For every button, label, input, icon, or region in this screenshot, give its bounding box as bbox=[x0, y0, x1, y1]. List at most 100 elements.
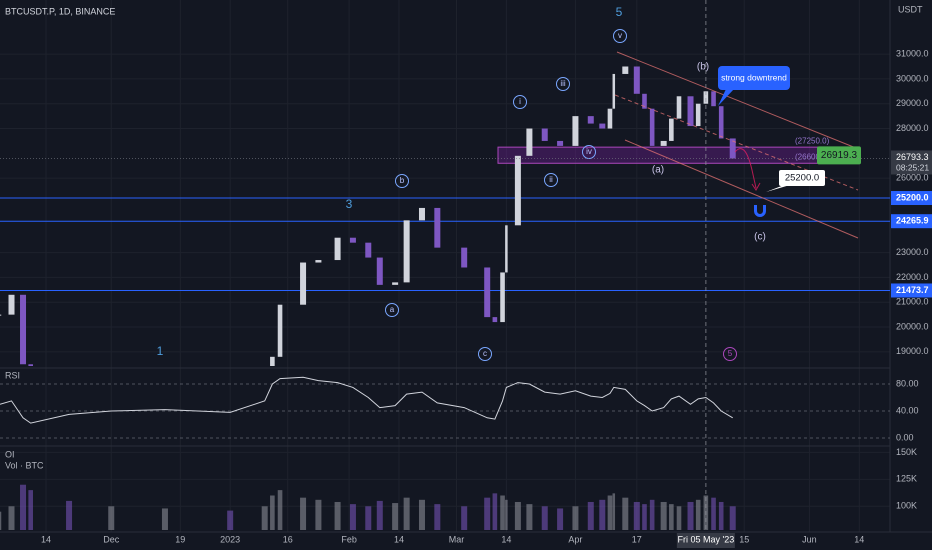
volume-bar bbox=[649, 499, 655, 530]
candle bbox=[300, 262, 307, 305]
volume-bar bbox=[695, 499, 701, 530]
candle bbox=[492, 317, 498, 323]
candle bbox=[270, 356, 275, 366]
volume-bar bbox=[392, 503, 399, 530]
volume-bar bbox=[365, 506, 372, 530]
wave-label: 5 bbox=[728, 349, 733, 358]
wave-label: i bbox=[519, 97, 521, 106]
candle bbox=[729, 138, 736, 159]
candle bbox=[649, 108, 655, 146]
candle bbox=[572, 116, 579, 146]
y-tick-label: 22000.0 bbox=[896, 272, 929, 282]
wave-label: c bbox=[483, 349, 487, 358]
target-text: 25200.0 bbox=[785, 173, 819, 184]
volume-bar bbox=[334, 501, 341, 530]
volume-bar bbox=[8, 506, 15, 530]
wave-label: 5 bbox=[616, 5, 623, 19]
x-tick-label: 17 bbox=[632, 534, 642, 544]
volume-bar bbox=[541, 506, 548, 530]
volume-bar bbox=[418, 499, 425, 530]
volume-bar bbox=[660, 501, 667, 530]
x-tick-label: 15 bbox=[739, 534, 749, 544]
wave-circle bbox=[513, 95, 527, 109]
candle bbox=[599, 123, 606, 129]
x-tick-label: Feb bbox=[341, 534, 357, 544]
candle bbox=[642, 93, 647, 109]
volume-bar bbox=[514, 501, 521, 530]
volume-bar bbox=[28, 490, 33, 530]
candle bbox=[365, 242, 372, 258]
volume-bar bbox=[612, 493, 616, 530]
volume-bar bbox=[315, 499, 322, 530]
wave-circle bbox=[395, 174, 409, 188]
candle bbox=[687, 96, 694, 127]
volume-bar bbox=[227, 510, 234, 530]
level-label: 24265.9 bbox=[896, 216, 929, 226]
candle bbox=[8, 294, 15, 315]
volume-label: Vol · BTC bbox=[5, 460, 44, 470]
candle bbox=[676, 96, 682, 119]
volume-tick-label: 150K bbox=[896, 447, 917, 457]
volume-bar bbox=[300, 497, 307, 530]
wave-circle bbox=[544, 173, 558, 187]
chart-title: BTCUSDT.P, 1D, BINANCE bbox=[5, 6, 115, 16]
candle bbox=[20, 294, 27, 365]
volume-bar bbox=[403, 497, 410, 530]
x-tick-label: Apr bbox=[568, 534, 582, 544]
volume-bar bbox=[376, 500, 383, 530]
last-price-label: 26793.3 bbox=[896, 152, 929, 162]
wave-label: (a) bbox=[652, 165, 664, 176]
rsi-tick-label: 0.00 bbox=[896, 432, 914, 442]
volume-bar bbox=[711, 497, 716, 530]
candle bbox=[526, 128, 533, 156]
volume-bar bbox=[718, 501, 724, 530]
volume-bar bbox=[461, 506, 468, 530]
level-label: 25200.0 bbox=[896, 192, 929, 202]
y-tick-label: 20000.0 bbox=[896, 321, 929, 331]
volume-bar bbox=[277, 490, 283, 530]
wave-circle bbox=[556, 77, 570, 91]
zone-label: (26600.0) bbox=[795, 152, 830, 161]
level-tag bbox=[891, 283, 932, 298]
y-tick-label: 29000.0 bbox=[896, 98, 929, 108]
volume-bar bbox=[669, 504, 674, 530]
zone-label: (27250.0) bbox=[795, 136, 830, 145]
candle bbox=[514, 155, 521, 226]
y-tick-label: 30000.0 bbox=[896, 73, 929, 83]
x-tick-label: Jun bbox=[802, 534, 817, 544]
wave-circle bbox=[613, 29, 627, 43]
y-tick-label: 19000.0 bbox=[896, 346, 929, 356]
candle bbox=[541, 128, 548, 141]
x-tick-label: 14 bbox=[854, 534, 864, 544]
crosshair-tag bbox=[676, 533, 735, 548]
wave-label: v bbox=[618, 31, 622, 40]
candle bbox=[0, 314, 2, 316]
rsi-tick-label: 40.00 bbox=[896, 405, 919, 415]
candle bbox=[315, 260, 322, 263]
volume-bar bbox=[607, 495, 613, 530]
volume-bar bbox=[108, 506, 115, 530]
callout-text: strong downtrend bbox=[721, 72, 787, 82]
wave-circle bbox=[385, 303, 399, 317]
volume-bar bbox=[729, 506, 736, 530]
countdown: 08:25:21 bbox=[896, 163, 929, 173]
volume-bar bbox=[642, 504, 647, 530]
x-tick-label: 14 bbox=[41, 534, 51, 544]
candle bbox=[334, 237, 341, 261]
wave-label: b bbox=[400, 176, 405, 185]
rsi-label: RSI bbox=[5, 370, 20, 380]
volume-bar bbox=[687, 501, 694, 530]
rsi-tick-label: 80.00 bbox=[896, 378, 919, 388]
volume-bar bbox=[261, 506, 268, 530]
price-marker-label: 26919.3 bbox=[821, 150, 858, 161]
wave-label: iii bbox=[560, 79, 566, 88]
last-price-tag bbox=[891, 150, 932, 175]
y-tick-label: 31000.0 bbox=[896, 48, 929, 58]
crosshair-label: Fri 05 May '23 bbox=[677, 534, 734, 544]
x-tick-label: Dec bbox=[103, 534, 120, 544]
wave-circle bbox=[723, 347, 737, 361]
candle bbox=[669, 118, 674, 141]
candle bbox=[434, 207, 441, 248]
target-label: 25200.0 bbox=[766, 170, 825, 192]
